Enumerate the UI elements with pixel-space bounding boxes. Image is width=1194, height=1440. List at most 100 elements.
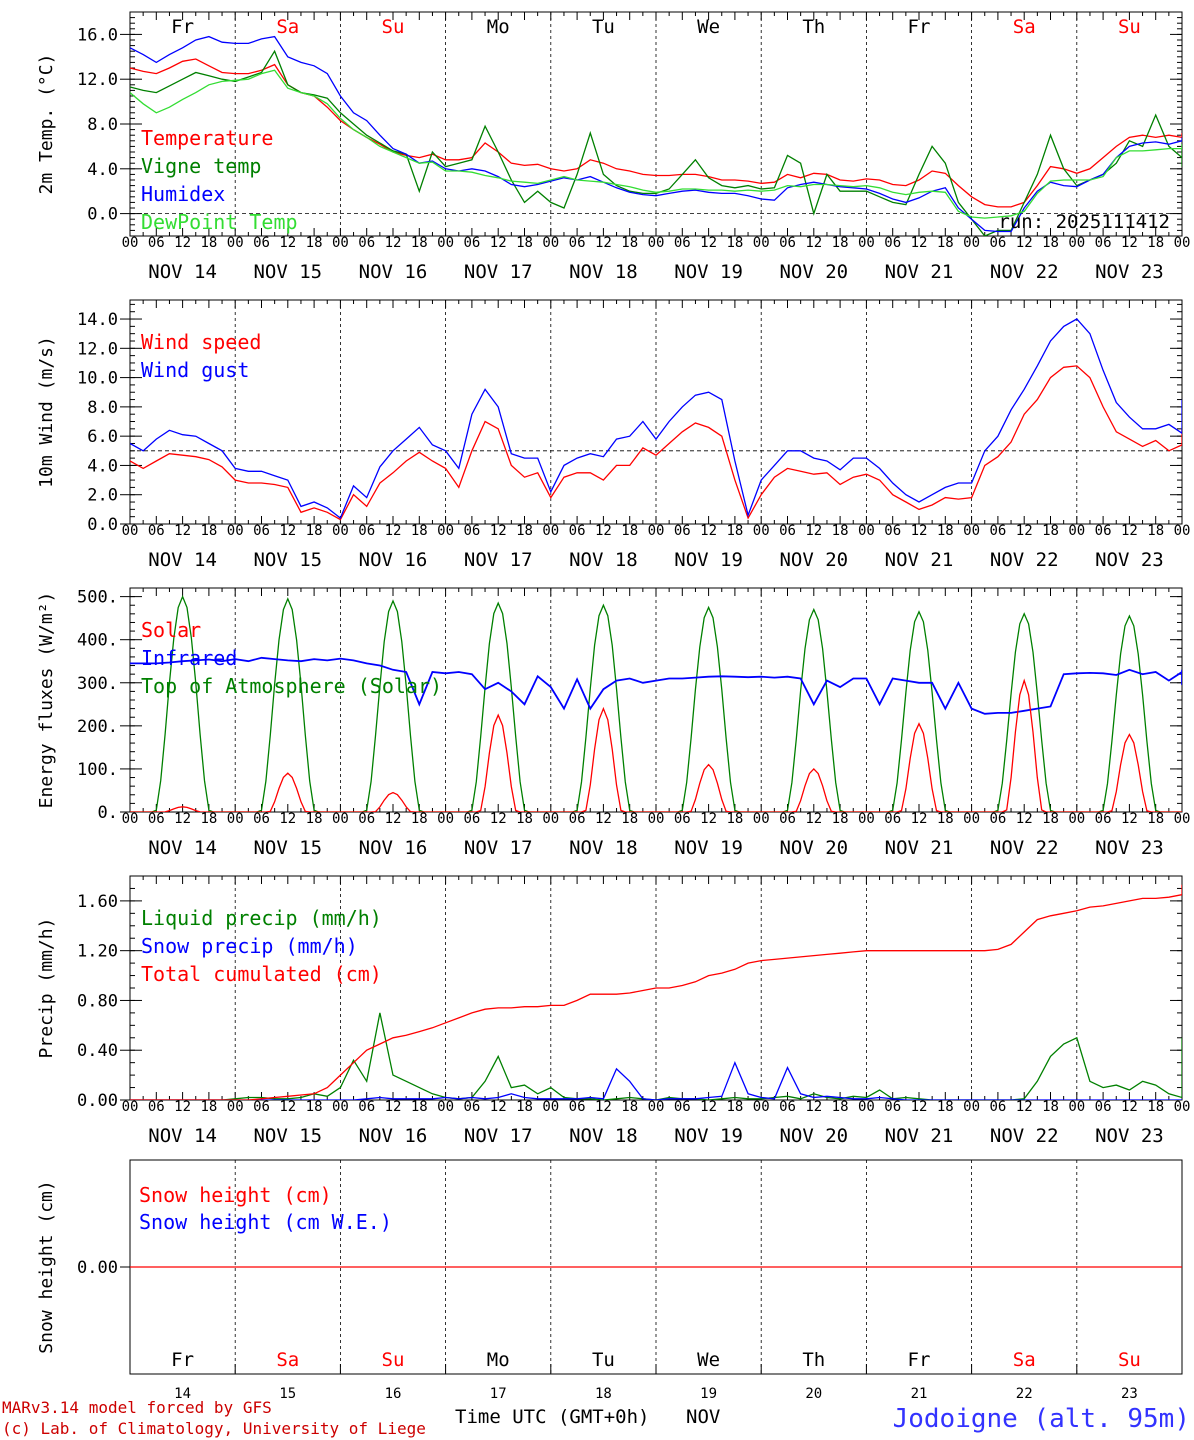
hour-tick-label: 12 (700, 235, 717, 251)
hour-tick-label: 00 (332, 235, 349, 251)
hour-tick-label: 18 (726, 1099, 743, 1115)
hour-tick-label: 00 (1068, 811, 1085, 827)
y-tick-label: 16.0 (77, 25, 118, 45)
hour-tick-label: 18 (411, 235, 428, 251)
panel-2: 00 06 12 18 00 06 12 18 00 06 12 18 00 06 12 18 00 06 12 18… (36, 299, 1190, 571)
hour-tick-label: 00 (542, 235, 559, 251)
hour-tick-label: 00 (542, 1099, 559, 1115)
x-axis-month: NOV (686, 1406, 720, 1428)
date-label: NOV 21 (885, 549, 954, 571)
hour-tick-label: 06 (569, 811, 586, 827)
hour-tick-label: 18 (937, 523, 954, 539)
series-line-dewpoint-temp (130, 69, 1182, 219)
hour-tick-label: 00 (963, 1099, 980, 1115)
date-label: NOV 23 (1095, 1125, 1164, 1147)
hour-tick-label: 06 (1095, 523, 1112, 539)
hour-tick-label: 00 (437, 1099, 454, 1115)
hour-tick-label: 18 (306, 1099, 323, 1115)
hour-tick-label: 00 (753, 235, 770, 251)
hour-tick-label: 06 (1095, 1099, 1112, 1115)
hour-tick-label: 00 (332, 1099, 349, 1115)
series-line-top-of-atmosphere-solar- (130, 594, 1182, 812)
date-label: NOV 17 (464, 1125, 533, 1147)
hour-tick-label: 00 (437, 811, 454, 827)
hour-tick-label: 12 (174, 811, 191, 827)
hour-tick-label: 18 (832, 1099, 849, 1115)
hour-tick-label: 18 (1042, 523, 1059, 539)
y-tick-label: 8.0 (87, 115, 118, 135)
date-label: NOV 22 (990, 1125, 1059, 1147)
hour-tick-label: 06 (253, 811, 270, 827)
y-tick-label: 300. (77, 674, 118, 694)
hour-tick-label: 00 (963, 811, 980, 827)
hour-tick-label: 12 (595, 235, 612, 251)
hour-tick-label: 18 (726, 523, 743, 539)
hour-tick-label: 12 (490, 1099, 507, 1115)
date-label: NOV 15 (253, 1125, 322, 1147)
hour-tick-label: 18 (200, 235, 217, 251)
hour-tick-label: 06 (674, 235, 691, 251)
hour-tick-label: 00 (1174, 1099, 1191, 1115)
y-tick-label: 0.80 (77, 991, 118, 1011)
hour-tick-label: 06 (569, 235, 586, 251)
hour-tick-label: 06 (884, 523, 901, 539)
hour-tick-label: 00 (542, 811, 559, 827)
legend-entry: Snow precip (mm/h) (141, 934, 358, 958)
panel-3: 00 06 12 18 00 06 12 18 00 06 12 18 00 06 12 18 00 06 12 18… (36, 587, 1190, 859)
legend-entry: Wind gust (141, 358, 249, 382)
y-tick-label: 12.0 (77, 70, 118, 90)
hour-tick-label: 00 (542, 523, 559, 539)
plot-frame (129, 299, 1183, 525)
hour-tick-label: 12 (490, 523, 507, 539)
date-label: NOV 21 (885, 261, 954, 283)
hour-tick-label: 00 (227, 235, 244, 251)
hour-tick-label: 18 (306, 523, 323, 539)
date-label: NOV 22 (990, 261, 1059, 283)
hour-tick-label: 18 (200, 811, 217, 827)
hour-tick-label: 00 (963, 523, 980, 539)
legend-entry: Vigne temp (141, 154, 261, 178)
series-line-solar (130, 678, 1182, 812)
hour-tick-label: 18 (516, 235, 533, 251)
y-axis-title: 10m Wind (m/s) (36, 336, 57, 488)
day-name-bottom: Mo (487, 1349, 510, 1371)
hour-tick-label: 12 (805, 523, 822, 539)
day-number: 22 (1016, 1386, 1033, 1402)
hour-tick-label: 06 (148, 523, 165, 539)
day-number: 19 (700, 1386, 717, 1402)
hour-tick-label: 18 (1042, 1099, 1059, 1115)
hour-tick-label: 18 (1147, 523, 1164, 539)
hour-tick-label: 12 (700, 523, 717, 539)
hour-tick-label: 00 (437, 235, 454, 251)
date-label: NOV 14 (148, 261, 217, 283)
date-label: NOV 14 (148, 549, 217, 571)
hour-tick-label: 12 (700, 1099, 717, 1115)
y-axis-title: 2m Temp. (°C) (36, 54, 57, 195)
hour-tick-label: 06 (779, 1099, 796, 1115)
hour-tick-label: 06 (463, 1099, 480, 1115)
hour-tick-label: 06 (779, 235, 796, 251)
date-label: NOV 19 (674, 1125, 743, 1147)
hour-tick-label: 12 (279, 523, 296, 539)
y-tick-label: 0.40 (77, 1041, 118, 1061)
hour-tick-label: 18 (832, 523, 849, 539)
hour-tick-label: 06 (884, 811, 901, 827)
day-number: 23 (1121, 1386, 1138, 1402)
y-tick-label: 6.0 (87, 427, 118, 447)
hour-tick-label: 00 (1068, 1099, 1085, 1115)
hour-tick-label: 00 (122, 1099, 139, 1115)
panel-1: 00 06 12 18 00 06 12 18 00 06 12 18 00 06 12 18 00 06 12 18… (36, 11, 1190, 283)
y-tick-label: 0.00 (77, 1258, 118, 1278)
hour-tick-label: 12 (174, 235, 191, 251)
hour-tick-label: 06 (358, 235, 375, 251)
hour-tick-label: 06 (989, 523, 1006, 539)
panel-5: Fr 14 Sa 15 Su 16 Mo 17 Tu 18 We 19 Th 20 Fr 21 Sa 22 Su 23… (36, 1159, 1183, 1402)
day-number: 20 (805, 1386, 822, 1402)
legend-entry: Temperature (141, 126, 273, 150)
day-name-bottom: Su (382, 1349, 405, 1371)
hour-tick-label: 06 (779, 811, 796, 827)
hour-tick-label: 18 (306, 235, 323, 251)
y-tick-label: 0.00 (77, 1091, 118, 1111)
hour-tick-label: 00 (437, 523, 454, 539)
hour-tick-label: 06 (148, 235, 165, 251)
